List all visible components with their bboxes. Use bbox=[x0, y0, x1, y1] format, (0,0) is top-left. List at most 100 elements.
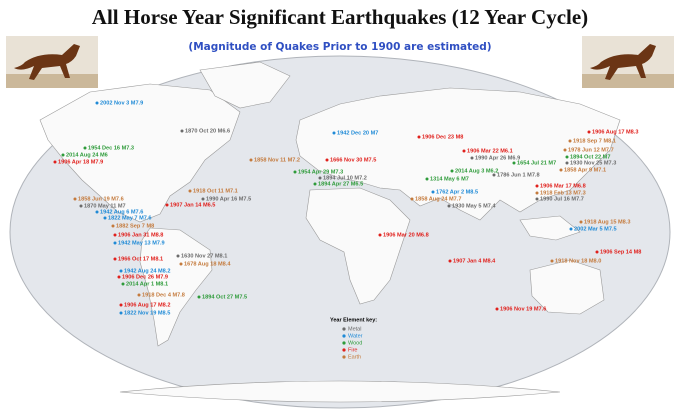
quake-label: 2002 Nov 3 M7.9 bbox=[100, 100, 143, 106]
quake-dot bbox=[119, 269, 123, 273]
quake-label: 1906 Sep 14 M8 bbox=[600, 249, 641, 255]
quake-label: 1906 Aug 17 M8.2 bbox=[124, 302, 170, 308]
quake-dot bbox=[563, 148, 567, 152]
quake-label: 1762 Apr 2 M8.5 bbox=[436, 189, 478, 195]
quake-label: 1894 Apr 27 M6.5 bbox=[318, 181, 363, 187]
quake-dot bbox=[410, 197, 414, 201]
quake-dot bbox=[450, 169, 454, 173]
quake-dot bbox=[53, 160, 57, 164]
quake-label: 1894 Oct 27 M7.5 bbox=[202, 294, 247, 300]
quake-dot bbox=[83, 146, 87, 150]
quake-label: 1894 Oct 22 M7 bbox=[570, 154, 610, 160]
quake-label: 1822 Nov 19 M8.5 bbox=[124, 310, 170, 316]
quake-dot bbox=[495, 307, 499, 311]
quake-dot bbox=[180, 129, 184, 133]
quake-label: 1822 May 7 M7.6 bbox=[108, 215, 152, 221]
quake-dot bbox=[119, 303, 123, 307]
quake-dot bbox=[111, 224, 115, 228]
legend-title: Year Element key: bbox=[330, 317, 377, 323]
legend-swatch bbox=[342, 334, 346, 338]
quake-dot bbox=[425, 177, 429, 181]
quake-label: 1918 Aug 15 M8.3 bbox=[584, 219, 630, 225]
quake-label: 1906 Dec 23 M8 bbox=[422, 134, 463, 140]
quake-label: 1906 Nov 19 M7.6 bbox=[500, 306, 546, 312]
legend: Year Element key: MetalWaterWoodFireEart… bbox=[322, 315, 384, 377]
quake-label: 1894 Jul 10 M7.2 bbox=[323, 175, 367, 181]
quake-label: 1942 Aug 24 M8.2 bbox=[124, 268, 170, 274]
legend-swatch bbox=[342, 355, 346, 359]
quake-dot bbox=[535, 197, 539, 201]
quake-label: 1907 Jan 14 M6.5 bbox=[170, 202, 215, 208]
quake-label: 1918 Oct 11 M7.1 bbox=[193, 188, 238, 194]
quake-label: 1314 May 6 M7 bbox=[430, 176, 469, 182]
quake-label: 1990 Apr 26 M6.9 bbox=[475, 155, 520, 161]
quake-label: 1858 Nov 11 M7.2 bbox=[254, 157, 300, 163]
quake-label: 1907 Jan 4 M8.4 bbox=[453, 258, 496, 264]
quake-dot bbox=[113, 241, 117, 245]
quake-dot bbox=[448, 259, 452, 263]
quake-dot bbox=[318, 176, 322, 180]
quake-label: 1966 Oct 17 M8.1 bbox=[118, 256, 163, 262]
quake-label: 1906 Mar 17 M6.8 bbox=[540, 183, 586, 189]
quake-dot bbox=[95, 101, 99, 105]
horse-left bbox=[6, 36, 98, 88]
quake-label: 1870 May 11 M7 bbox=[84, 203, 126, 209]
quake-label: 1858 Jun 19 M7.6 bbox=[78, 196, 124, 202]
quake-label: 1858 Apr 9 M7.1 bbox=[564, 167, 606, 173]
quake-label: 1918 Feb 13 M7.3 bbox=[540, 190, 586, 196]
legend-swatch bbox=[342, 348, 346, 352]
quake-label: 1870 Oct 20 M6.6 bbox=[185, 128, 230, 134]
quake-label: 1906 Jan 31 M8.8 bbox=[118, 232, 163, 238]
legend-label: Metal bbox=[348, 326, 361, 332]
quake-dot bbox=[565, 161, 569, 165]
quake-dot bbox=[447, 204, 451, 208]
quake-label: 1906 Aug 17 M8.3 bbox=[592, 129, 638, 135]
quake-label: 1978 Jun 12 M7.7 bbox=[568, 147, 614, 153]
quake-dot bbox=[119, 311, 123, 315]
quake-label: 1954 Apr 29 M7.3 bbox=[298, 169, 343, 175]
quake-label: 1990 Jul 16 M7.7 bbox=[540, 196, 584, 202]
quake-dot bbox=[378, 233, 382, 237]
quake-dot bbox=[188, 189, 192, 193]
legend-label: Water bbox=[348, 333, 363, 339]
legend-label: Fire bbox=[348, 347, 357, 353]
quake-label: 1942 Dec 20 M7 bbox=[337, 130, 378, 136]
quake-dot bbox=[565, 155, 569, 159]
quake-dot bbox=[293, 170, 297, 174]
quake-dot bbox=[176, 254, 180, 258]
quake-dot bbox=[95, 210, 99, 214]
horse-right bbox=[582, 36, 674, 88]
quake-dot bbox=[61, 153, 65, 157]
quake-label: 1930 May 5 M7.4 bbox=[452, 203, 496, 209]
quake-dot bbox=[201, 197, 205, 201]
quake-label: 1990 Apr 16 M7.5 bbox=[206, 196, 251, 202]
quake-dot bbox=[535, 184, 539, 188]
title: All Horse Year Significant Earthquakes (… bbox=[92, 5, 588, 29]
quake-dot bbox=[595, 250, 599, 254]
quake-dot bbox=[512, 161, 516, 165]
quake-label: 1954 Dec 16 M7.3 bbox=[88, 145, 134, 151]
quake-label: 1906 Mar 20 M6.8 bbox=[383, 232, 429, 238]
quake-dot bbox=[492, 173, 496, 177]
quake-label: 1918 Nov 18 M8.0 bbox=[555, 258, 601, 264]
quake-label: 2014 Aug 24 M6 bbox=[66, 152, 108, 158]
quake-dot bbox=[579, 220, 583, 224]
quake-dot bbox=[568, 139, 572, 143]
quake-dot bbox=[165, 203, 169, 207]
quake-label: 1906 Apr 18 M7.9 bbox=[58, 159, 103, 165]
quake-dot bbox=[569, 227, 573, 231]
quake-label: 1942 May 13 M7.9 bbox=[118, 240, 165, 246]
legend-label: Wood bbox=[348, 340, 362, 346]
quake-label: 1906 Mar 22 M6.1 bbox=[467, 148, 513, 154]
quake-dot bbox=[559, 168, 563, 172]
quake-dot bbox=[325, 158, 329, 162]
quake-label: 1630 Nov 27 M8.1 bbox=[181, 253, 227, 259]
quake-label: 2002 Mar 5 M7.5 bbox=[574, 226, 617, 232]
world-map bbox=[9, 55, 671, 409]
quake-label: 1906 Dec 26 M7.9 bbox=[122, 274, 168, 280]
legend-label: Earth bbox=[348, 354, 361, 360]
quake-dot bbox=[113, 233, 117, 237]
subtitle: (Magnitude of Quakes Prior to 1900 are e… bbox=[188, 41, 491, 53]
